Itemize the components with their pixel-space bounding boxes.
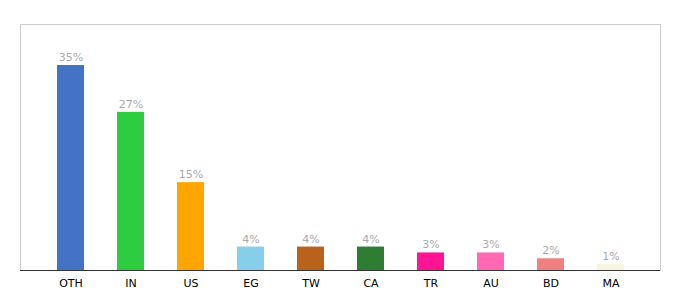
svg-text:TR: TR [423,277,439,290]
svg-text:27%: 27% [119,98,143,111]
svg-text:OTH: OTH [59,277,83,290]
svg-text:MA: MA [602,277,619,290]
svg-text:BD: BD [543,277,559,290]
svg-text:EG: EG [243,277,258,290]
svg-text:3%: 3% [422,238,439,251]
svg-text:4%: 4% [302,233,319,246]
svg-text:1%: 1% [602,250,619,263]
svg-text:2%: 2% [542,244,559,257]
svg-text:35%: 35% [59,51,83,64]
svg-text:3%: 3% [482,238,499,251]
svg-text:IN: IN [125,277,136,290]
svg-text:4%: 4% [362,233,379,246]
svg-text:15%: 15% [179,168,203,181]
svg-text:4%: 4% [242,233,259,246]
svg-text:AU: AU [483,277,499,290]
svg-text:US: US [183,277,198,290]
svg-text:TW: TW [301,277,320,290]
svg-text:CA: CA [363,277,379,290]
